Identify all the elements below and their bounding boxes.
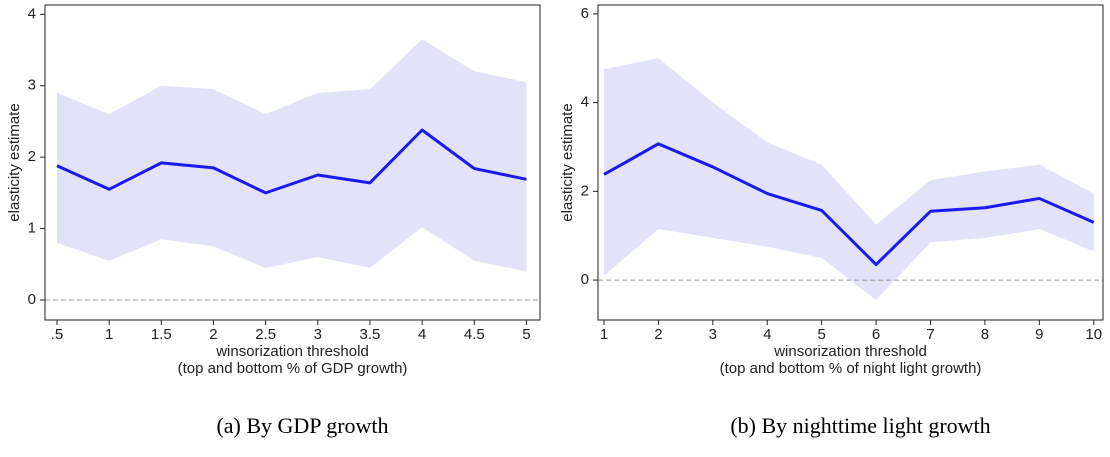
x-axis-label: (top and bottom % of GDP growth) xyxy=(178,360,408,377)
x-tick-label: 1.5 xyxy=(151,326,172,343)
y-tick-label: 6 xyxy=(581,5,589,22)
x-tick-label: 2.5 xyxy=(255,326,276,343)
confidence-band xyxy=(56,39,527,272)
y-axis-label: elasticity estimate xyxy=(6,103,23,221)
x-axis-label: (top and bottom % of night light growth) xyxy=(720,360,982,377)
y-tick-label: 2 xyxy=(28,148,36,165)
x-tick-label: 7 xyxy=(926,326,934,343)
x-tick-label: 2 xyxy=(654,326,662,343)
y-tick-label: 1 xyxy=(28,220,36,237)
x-tick-label: 3 xyxy=(709,326,717,343)
x-tick-label: 5 xyxy=(522,326,530,343)
x-tick-label: .5 xyxy=(51,326,64,343)
plot-frame xyxy=(597,4,1104,321)
y-axis-label: elasticity estimate xyxy=(559,103,576,221)
estimate-line xyxy=(603,142,1095,267)
y-tick-label: 3 xyxy=(28,77,36,94)
x-tick-label: 4 xyxy=(763,326,771,343)
y-tick-label: 0 xyxy=(28,291,36,308)
x-tick-label: 8 xyxy=(981,326,989,343)
x-tick-label: 4 xyxy=(418,326,426,343)
x-tick-label: 5 xyxy=(817,326,825,343)
plot-frame xyxy=(44,4,541,321)
x-tick-label: 2 xyxy=(209,326,217,343)
y-tick-label: 4 xyxy=(28,5,36,22)
caption: (a) By GDP growth xyxy=(216,413,388,438)
x-tick-label: 1 xyxy=(600,326,608,343)
x-tick-label: 10 xyxy=(1085,326,1102,343)
confidence-band xyxy=(603,58,1094,301)
panel: 0 2 4 6 1 2 3 4 5 6 7 8 9 10 elasticity estimate winsor… xyxy=(559,4,1104,438)
y-tick-label: 0 xyxy=(581,271,589,288)
x-axis-label: winsorization threshold xyxy=(773,343,927,360)
y-tick-label: 2 xyxy=(581,182,589,199)
estimate-line xyxy=(56,128,527,195)
x-tick-label: 9 xyxy=(1035,326,1043,343)
x-axis-label: winsorization threshold xyxy=(215,343,369,360)
x-tick-label: 4.5 xyxy=(464,326,485,343)
x-tick-label: 1 xyxy=(105,326,113,343)
y-tick-label: 4 xyxy=(581,94,589,111)
x-tick-label: 6 xyxy=(872,326,880,343)
x-tick-label: 3.5 xyxy=(360,326,381,343)
caption: (b) By nighttime light growth xyxy=(730,413,990,438)
x-tick-label: 3 xyxy=(314,326,322,343)
